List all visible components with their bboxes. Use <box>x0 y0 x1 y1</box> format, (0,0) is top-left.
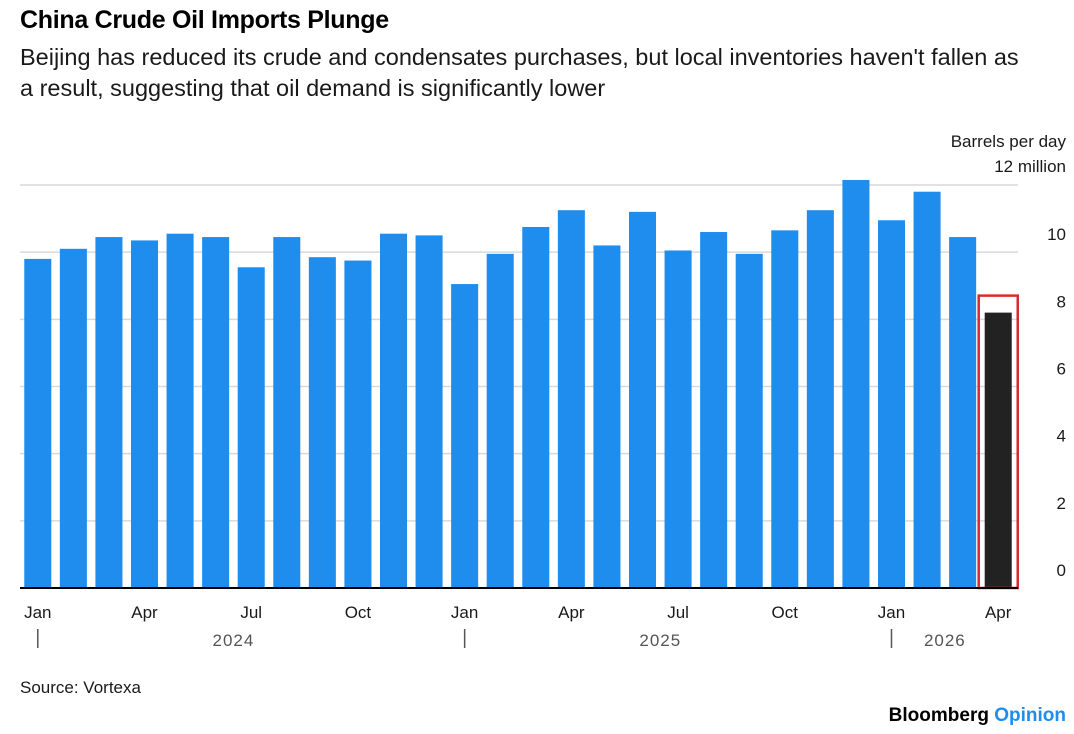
bar <box>664 250 692 589</box>
x-tick-labels: Jan Apr Jul Oct Jan Apr Jul Oct Jan Apr <box>24 603 1012 622</box>
bar <box>913 191 941 588</box>
x-tick-label: Apr <box>131 603 158 622</box>
bar <box>949 237 977 588</box>
y-axis-unit-label: 12 million <box>994 157 1066 176</box>
bar <box>95 237 123 588</box>
x-tick-label: Jul <box>240 603 262 622</box>
bar <box>379 233 408 588</box>
x-tick-label: Apr <box>985 603 1012 622</box>
chart-subtitle: Beijing has reduced its crude and conden… <box>20 44 1019 101</box>
chart-title: China Crude Oil Imports Plunge <box>20 6 389 34</box>
bar <box>877 220 906 588</box>
x-tick-label: Oct <box>772 603 799 622</box>
bar-chart: 0 2 4 6 8 10 Barrels per day 12 million Jan Ap… <box>20 132 1067 650</box>
bar <box>237 267 265 588</box>
brand-name: Bloomberg <box>888 705 989 726</box>
bar <box>842 179 870 588</box>
y-tick-label: 0 <box>1057 561 1066 580</box>
y-axis-label: Barrels per day <box>951 132 1067 151</box>
y-tick-label: 6 <box>1057 360 1066 379</box>
bar <box>628 211 657 588</box>
bar <box>771 230 799 588</box>
bar <box>59 248 87 588</box>
bar <box>700 232 728 588</box>
x-tick-label: Jul <box>667 603 689 622</box>
y-tick-label: 2 <box>1057 494 1066 513</box>
y-tick-label: 10 <box>1047 225 1066 244</box>
year-label: 2026 <box>924 631 966 650</box>
x-tick-label: Apr <box>558 603 585 622</box>
x-tick-label: Jan <box>24 603 51 622</box>
brand-section: Opinion <box>994 705 1066 726</box>
bar <box>166 233 194 588</box>
bar <box>984 312 1012 588</box>
x-tick-label: Jan <box>878 603 905 622</box>
bar <box>308 257 336 588</box>
y-tick-label: 4 <box>1057 427 1066 446</box>
source-note: Source: Vortexa <box>20 678 141 697</box>
x-tick-label: Jan <box>451 603 478 622</box>
bar <box>522 226 550 588</box>
bar <box>130 240 159 588</box>
bar <box>557 210 585 588</box>
year-label: 2024 <box>213 631 255 650</box>
y-tick-label: 8 <box>1057 292 1066 311</box>
bar <box>486 253 514 589</box>
year-labels: 2024 2025 2026 <box>37 629 966 650</box>
bar <box>202 237 230 588</box>
bar <box>735 253 763 589</box>
x-tick-label: Oct <box>345 603 372 622</box>
year-label: 2025 <box>639 631 681 650</box>
bar <box>273 237 301 588</box>
bars <box>20 179 1019 590</box>
bar <box>344 260 372 588</box>
bar <box>593 245 621 588</box>
bar <box>451 284 479 588</box>
brand-logo: Bloomberg Opinion <box>889 705 1066 727</box>
y-tick-labels: 0 2 4 6 8 10 <box>1047 225 1066 580</box>
bar <box>415 235 443 588</box>
bar <box>806 210 834 588</box>
bar <box>24 258 52 588</box>
